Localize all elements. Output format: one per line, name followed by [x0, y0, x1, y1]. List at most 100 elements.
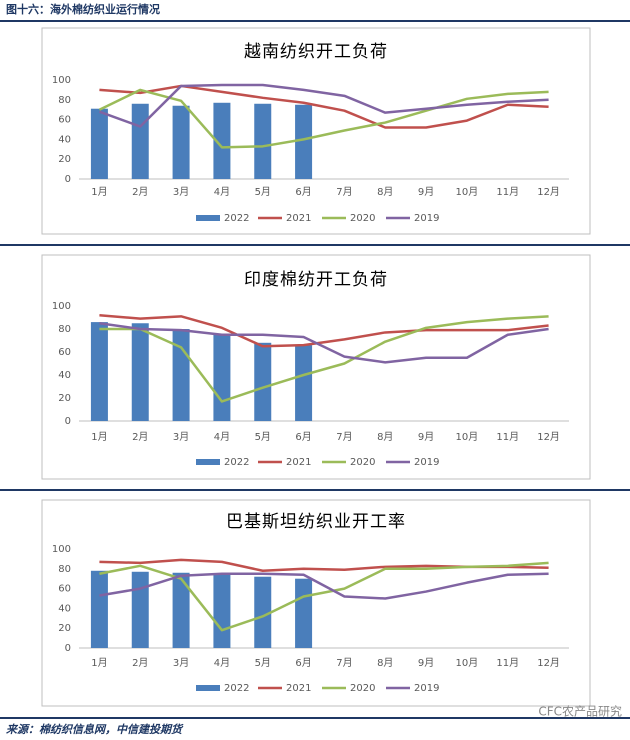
bar	[131, 323, 149, 421]
x-tick-label: 1月	[91, 431, 107, 443]
chart-title: 印度棉纺开工负荷	[244, 270, 388, 290]
line-series	[98, 83, 549, 128]
x-tick-label: 9月	[418, 657, 434, 669]
x-tick-label: 11月	[496, 186, 519, 198]
x-tick-label: 3月	[173, 657, 189, 669]
figure-title: 图十六：海外棉纺织业运行情况	[6, 2, 160, 16]
legend-label: 2022	[224, 683, 249, 694]
bar	[90, 108, 108, 179]
bar	[213, 333, 231, 421]
bar	[254, 342, 272, 421]
x-tick-label: 3月	[173, 186, 189, 198]
bar	[90, 570, 108, 648]
x-tick-label: 7月	[336, 186, 352, 198]
x-tick-label: 5月	[255, 657, 271, 669]
y-tick-label: 20	[58, 623, 71, 634]
x-tick-label: 2月	[132, 431, 148, 443]
y-tick-label: 40	[58, 603, 71, 614]
x-tick-label: 11月	[496, 431, 519, 443]
y-tick-label: 100	[52, 301, 71, 312]
x-tick-label: 12月	[537, 657, 560, 669]
x-tick-label: 12月	[537, 431, 560, 443]
legend-label: 2020	[350, 457, 375, 468]
bar	[131, 571, 149, 648]
x-tick-label: 10月	[456, 657, 479, 669]
bar	[213, 573, 231, 648]
x-tick-label: 4月	[214, 657, 230, 669]
line-series	[99, 322, 549, 364]
bar	[172, 329, 190, 421]
y-tick-label: 60	[58, 584, 71, 595]
y-tick-label: 60	[58, 347, 71, 358]
legend-swatch	[196, 215, 220, 221]
x-tick-label: 12月	[537, 186, 560, 198]
x-tick-label: 8月	[377, 186, 393, 198]
x-tick-label: 7月	[336, 657, 352, 669]
bar	[213, 102, 231, 179]
x-tick-label: 1月	[91, 186, 107, 198]
line-series	[99, 561, 549, 632]
chart-title: 巴基斯坦纺织业开工率	[226, 512, 406, 532]
line-series	[99, 572, 549, 600]
x-tick-label: 9月	[418, 186, 434, 198]
line-series	[99, 84, 549, 129]
x-tick-label: 2月	[132, 186, 148, 198]
x-tick-label: 2月	[132, 657, 148, 669]
legend-label: 2022	[224, 457, 249, 468]
x-tick-label: 7月	[336, 431, 352, 443]
bar	[131, 103, 149, 179]
y-tick-label: 80	[58, 324, 71, 335]
legend-label: 2021	[286, 683, 311, 694]
x-tick-label: 6月	[295, 657, 311, 669]
x-tick-label: 3月	[173, 431, 189, 443]
legend-swatch	[196, 459, 220, 465]
watermark: CFC农产品研究	[538, 704, 622, 719]
y-tick-label: 60	[58, 115, 71, 126]
x-tick-label: 10月	[456, 186, 479, 198]
x-tick-label: 10月	[456, 431, 479, 443]
chart-title: 越南纺织开工负荷	[244, 42, 388, 62]
y-tick-label: 40	[58, 370, 71, 381]
legend-label: 2019	[414, 457, 439, 468]
source: 来源：棉纺织信息网，中信建投期货	[6, 723, 184, 736]
x-tick-label: 4月	[214, 186, 230, 198]
y-tick-label: 40	[58, 134, 71, 145]
y-tick-label: 20	[58, 154, 71, 165]
line-series	[99, 313, 549, 348]
chart-frame	[41, 499, 591, 707]
y-tick-label: 0	[65, 416, 71, 427]
legend-label: 2020	[350, 213, 375, 224]
x-tick-label: 6月	[295, 431, 311, 443]
x-tick-label: 8月	[377, 657, 393, 669]
bar	[254, 103, 272, 179]
legend-label: 2022	[224, 213, 249, 224]
y-tick-label: 20	[58, 393, 71, 404]
legend-label: 2021	[286, 213, 311, 224]
x-tick-label: 1月	[91, 657, 107, 669]
legend-label: 2019	[414, 683, 439, 694]
chart-frame	[41, 254, 591, 480]
x-tick-label: 5月	[255, 186, 271, 198]
x-tick-label: 9月	[418, 431, 434, 443]
x-tick-label: 4月	[214, 431, 230, 443]
y-tick-label: 100	[52, 544, 71, 555]
bar	[254, 576, 272, 648]
y-tick-label: 0	[65, 174, 71, 185]
bar	[172, 105, 190, 179]
bar	[295, 578, 313, 648]
bar	[295, 345, 313, 421]
y-tick-label: 100	[52, 75, 71, 86]
x-tick-label: 11月	[496, 657, 519, 669]
x-tick-label: 5月	[255, 431, 271, 443]
legend-label: 2019	[414, 213, 439, 224]
x-tick-label: 8月	[377, 431, 393, 443]
bar	[90, 322, 108, 421]
legend-swatch	[196, 685, 220, 691]
y-tick-label: 0	[65, 643, 71, 654]
bar	[295, 104, 313, 179]
y-tick-label: 80	[58, 95, 71, 106]
line-series	[99, 315, 549, 403]
line-series	[98, 88, 549, 149]
